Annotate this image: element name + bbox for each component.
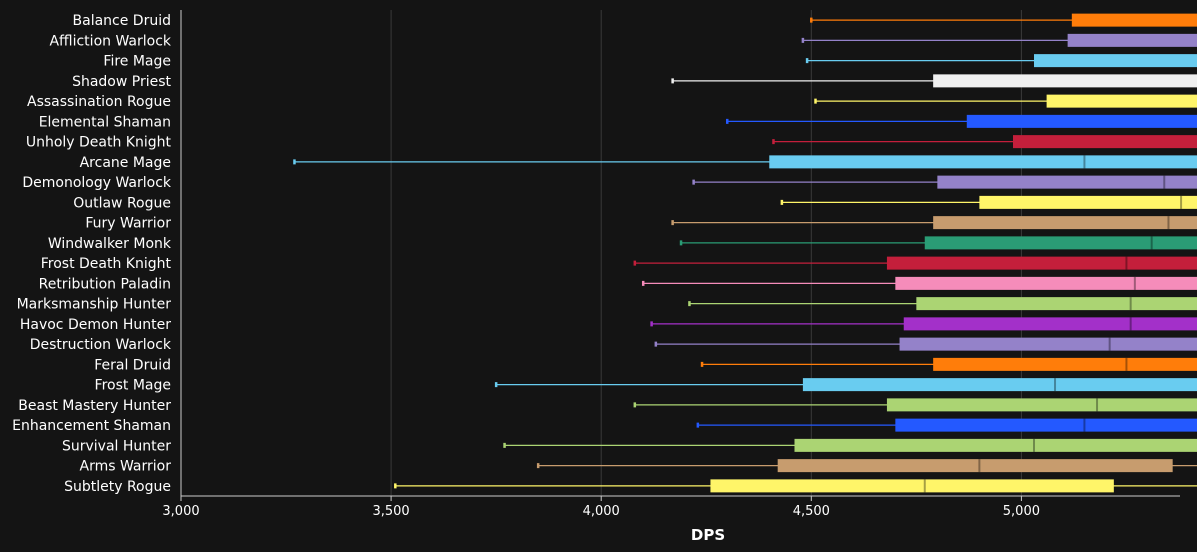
series-row — [494, 378, 1197, 392]
box-iqr — [1071, 13, 1197, 27]
series-row — [801, 33, 1197, 47]
y-category-label: Shadow Priest — [72, 74, 171, 90]
x-tick-label: 3,000 — [162, 504, 199, 519]
series-row — [772, 135, 1197, 149]
box-iqr — [1067, 33, 1197, 47]
y-category-label: Enhancement Shaman — [12, 418, 171, 434]
plot-area — [293, 13, 1197, 493]
box-iqr — [895, 418, 1197, 432]
series-row — [671, 74, 1197, 88]
series-row — [679, 236, 1197, 250]
y-category-label: Outlaw Rogue — [73, 195, 171, 211]
series-row — [688, 297, 1197, 311]
y-category-label: Balance Druid — [73, 13, 171, 29]
y-category-label: Affliction Warlock — [49, 33, 171, 49]
series-row — [394, 479, 1197, 493]
y-category-label: Marksmanship Hunter — [17, 297, 172, 313]
y-category-label: Beast Mastery Hunter — [18, 398, 171, 414]
series-row — [641, 276, 1197, 290]
x-axis: 3,0003,5004,0004,5005,0005,5006,0006,500… — [162, 495, 1180, 519]
box-iqr — [794, 438, 1197, 452]
box-iqr — [895, 276, 1197, 290]
series-row — [503, 438, 1197, 452]
series-row — [633, 256, 1197, 270]
y-category-label: Elemental Shaman — [39, 114, 171, 130]
series-row — [633, 398, 1197, 412]
series-row — [692, 175, 1197, 189]
x-tick-label: 3,500 — [372, 504, 409, 519]
x-axis-title: DPS — [691, 526, 725, 544]
series-row — [696, 418, 1197, 432]
series-row — [810, 13, 1197, 27]
y-category-label: Survival Hunter — [62, 438, 171, 454]
box-iqr — [1046, 94, 1197, 108]
x-tick-label: 5,000 — [1003, 504, 1040, 519]
y-category-label: Frost Mage — [95, 378, 171, 394]
y-category-label: Arcane Mage — [80, 155, 171, 171]
y-category-label: Destruction Warlock — [30, 337, 172, 353]
series-row — [814, 94, 1197, 108]
box-iqr — [979, 195, 1197, 209]
y-axis: Balance Druid Affliction Warlock Fire Mage… — [12, 10, 182, 496]
series-row — [700, 357, 1197, 371]
series-row — [654, 337, 1197, 351]
x-tick-label: 4,500 — [793, 504, 830, 519]
box-iqr — [886, 398, 1197, 412]
box-iqr — [937, 175, 1197, 189]
series-row — [726, 114, 1197, 128]
box-iqr — [916, 297, 1197, 311]
y-category-label: Retribution Paladin — [39, 276, 171, 292]
y-category-label: Fire Mage — [103, 54, 171, 70]
series-row — [805, 54, 1197, 68]
y-category-label: Fury Warrior — [85, 216, 171, 232]
y-category-label: Arms Warrior — [80, 459, 172, 475]
box-iqr — [769, 155, 1197, 169]
y-category-label: Windwalker Monk — [48, 236, 172, 252]
box-iqr — [933, 216, 1197, 230]
y-category-label: Subtlety Rogue — [64, 479, 171, 495]
box-iqr — [933, 357, 1197, 371]
box-iqr — [1012, 135, 1197, 149]
x-tick-label: 4,000 — [583, 504, 620, 519]
series-row — [650, 317, 1197, 331]
y-category-label: Feral Druid — [94, 357, 171, 373]
y-category-label: Demonology Warlock — [22, 175, 172, 191]
series-row — [671, 216, 1197, 230]
box-iqr — [1034, 54, 1197, 68]
box-iqr — [966, 114, 1197, 128]
box-iqr — [777, 459, 1173, 473]
y-category-label: Frost Death Knight — [41, 256, 172, 272]
y-category-label: Havoc Demon Hunter — [20, 317, 171, 333]
series-row — [780, 195, 1197, 209]
box-iqr — [802, 378, 1197, 392]
series-row — [536, 459, 1197, 473]
y-category-label: Unholy Death Knight — [26, 135, 172, 151]
box-iqr — [903, 317, 1197, 331]
box-iqr — [710, 479, 1114, 493]
y-category-label: Assassination Rogue — [27, 94, 171, 110]
box-iqr — [933, 74, 1197, 88]
box-iqr — [886, 256, 1197, 270]
box-iqr — [899, 337, 1197, 351]
series-row — [293, 155, 1197, 169]
box-iqr — [924, 236, 1197, 250]
